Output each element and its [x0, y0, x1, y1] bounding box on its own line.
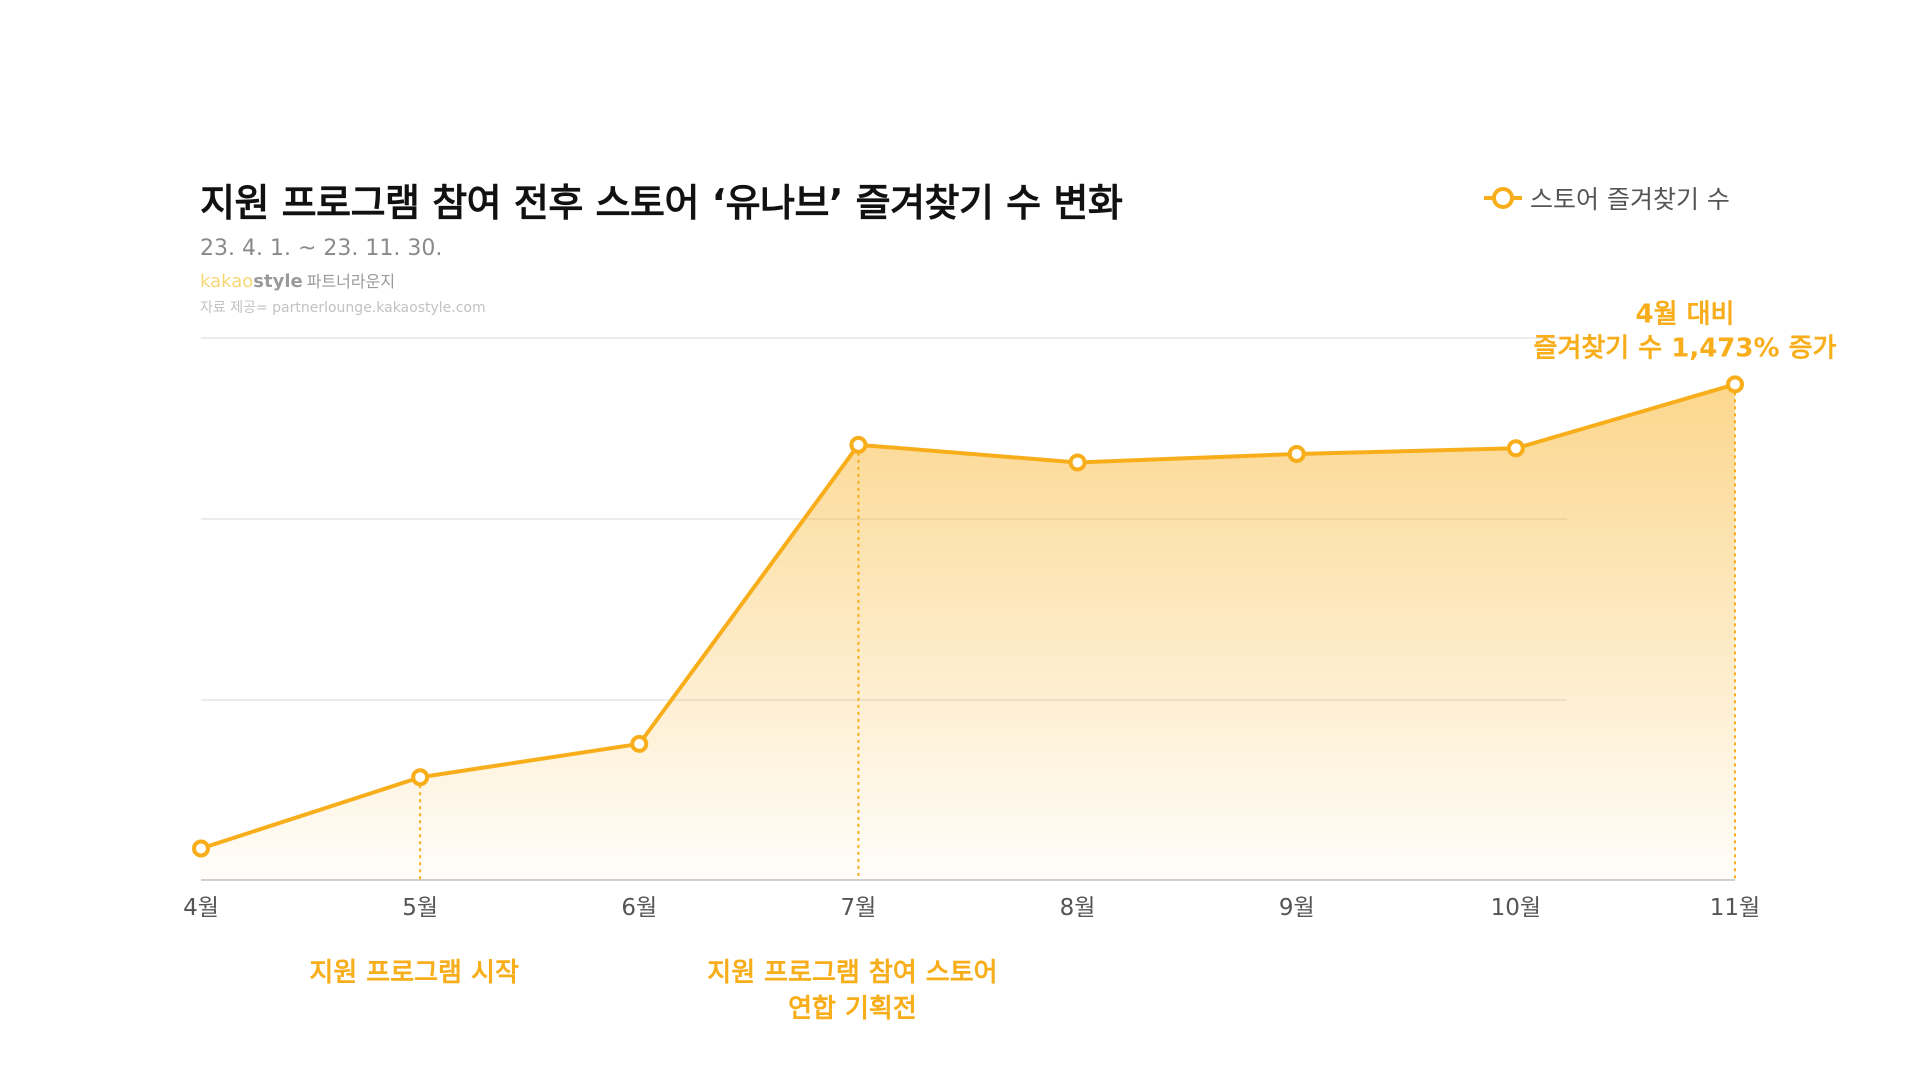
annotation-label: 연합 기획전: [788, 994, 917, 1024]
annotation-label: 즐겨찾기 수 1,473% 증가: [1534, 333, 1837, 363]
data-point-9월: [1287, 444, 1306, 463]
data-point-10월: [1506, 439, 1525, 458]
data-point-5월: [411, 768, 430, 787]
x-tick-label: 4월: [183, 895, 219, 921]
brand-lounge: 파트너라운지: [306, 272, 396, 291]
x-tick-label: 8월: [1060, 895, 1096, 921]
chart-title: 지원 프로그램 참여 전후 스토어 ‘유나브’ 즐겨찾기 수 변화: [200, 181, 1123, 225]
series-line: [199, 382, 1737, 851]
source-credit: 자료 제공= partnerlounge.kakaostyle.com: [200, 300, 486, 316]
legend-marker-icon: [1484, 187, 1522, 209]
annotation-label: 지원 프로그램 시작: [309, 958, 519, 988]
data-point-8월: [1068, 453, 1087, 472]
brand-style: style: [253, 271, 303, 292]
x-tick-label: 9월: [1279, 895, 1315, 921]
x-tick-label: 10월: [1491, 895, 1541, 921]
area-fill: [201, 384, 1735, 880]
brand-logo: kakaostyle 파트너라운지: [200, 268, 395, 292]
date-range: 23. 4. 1. ~ 23. 11. 30.: [200, 236, 443, 261]
data-point-11월: [1726, 375, 1744, 394]
x-tick-label: 11월: [1710, 895, 1760, 921]
data-point-7월: [849, 435, 868, 454]
x-tick-label: 5월: [402, 895, 438, 921]
x-tick-label: 6월: [621, 895, 657, 921]
brand-kakao: kakao: [200, 271, 254, 292]
x-tick-label: 7월: [841, 895, 877, 921]
data-point-6월: [630, 734, 649, 753]
annotation-label: 지원 프로그램 참여 스토어: [707, 958, 997, 988]
legend: 스토어 즐겨찾기 수: [1484, 180, 1730, 216]
annotation-label: 4월 대비: [1636, 299, 1735, 329]
data-point-4월: [192, 839, 210, 858]
legend-label: 스토어 즐겨찾기 수: [1530, 185, 1730, 214]
